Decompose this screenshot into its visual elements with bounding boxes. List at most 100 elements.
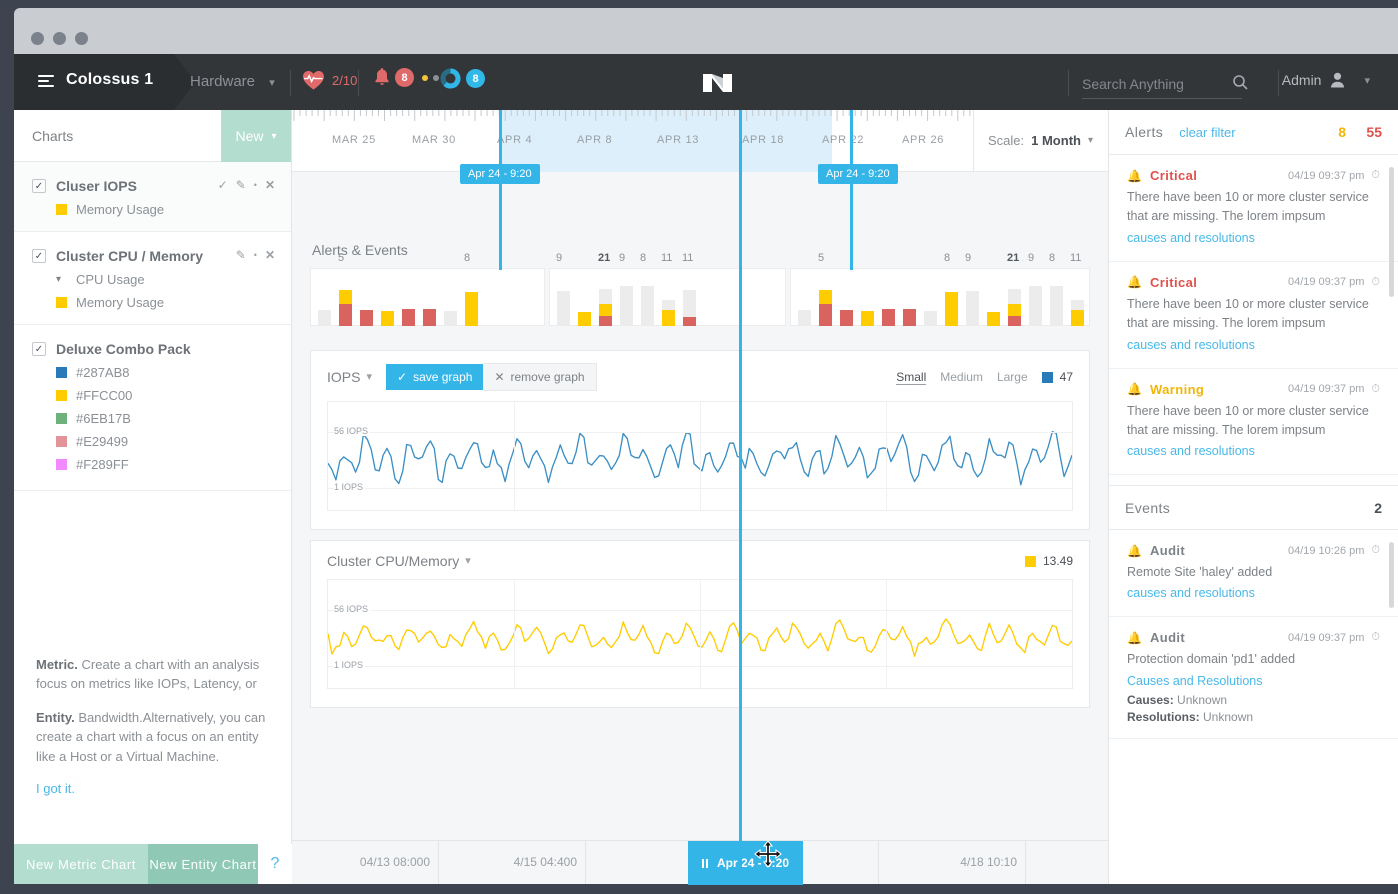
timeline-pin-secondary[interactable] <box>850 110 853 270</box>
maximize-window-dot[interactable] <box>75 32 88 45</box>
size-option-large[interactable]: Large <box>996 370 1028 384</box>
alerts-events-bar[interactable] <box>1071 300 1084 326</box>
alerts-events-bar[interactable] <box>402 309 415 326</box>
size-option-medium[interactable]: Medium <box>940 370 983 384</box>
window-titlebar <box>14 8 1398 54</box>
alert-list-item[interactable]: 🔔 Critical 04/19 09:37 pm ⏱ There have b… <box>1109 262 1398 369</box>
new-entity-chart-button[interactable]: New Entity Chart <box>148 844 258 884</box>
timeline-date-label: APR 13 <box>657 134 700 146</box>
clear-filter-link[interactable]: clear filter <box>1179 124 1236 140</box>
alerts-events-bar[interactable] <box>557 291 570 326</box>
chart-item-checkbox[interactable]: ✓ <box>32 249 46 263</box>
alerts-events-bar-chart[interactable]: 5 8 9 21 9 8 11 11 5 8 9 21 9 8 11 <box>310 252 1090 326</box>
chevron-down-icon[interactable]: ▾ <box>465 554 471 567</box>
alerts-events-bar[interactable] <box>840 310 853 326</box>
timeline-pin-right[interactable] <box>739 110 742 884</box>
alerts-events-bar[interactable] <box>318 310 331 326</box>
chart-list-item-cluser-iops[interactable]: ✓ Cluser IOPS ✓ ✎ • ✕ Memory Usage <box>14 162 291 232</box>
size-option-small[interactable]: Small <box>896 369 927 385</box>
save-graph-button[interactable]: ✓ save graph <box>386 364 484 390</box>
color-hex: #F289FF <box>76 457 129 472</box>
alerts-events-bar[interactable] <box>599 289 612 326</box>
chart-item-checkbox[interactable]: ✓ <box>32 179 46 193</box>
alert-list-item[interactable]: 🔔 Critical 04/19 09:37 pm ⏱ There have b… <box>1109 155 1398 262</box>
pause-icon[interactable] <box>702 858 708 868</box>
alert-link[interactable]: causes and resolutions <box>1127 230 1255 245</box>
event-list-item[interactable]: 🔔 Audit 04/19 09:37 pm ⏱ Protection doma… <box>1109 617 1398 739</box>
event-list-item[interactable]: 🔔 Audit 04/19 10:26 pm ⏱ Remote Site 'ha… <box>1109 530 1398 618</box>
pencil-icon[interactable]: ✎ <box>235 178 246 192</box>
tasks-indicator[interactable]: 8 <box>440 68 485 89</box>
admin-menu[interactable]: Admin ▾ <box>1282 72 1370 88</box>
alert-link[interactable]: causes and resolutions <box>1127 444 1255 459</box>
timeline-ruler[interactable]: MAR 25 MAR 30 APR 4 APR 8 APR 13 APR 18 APR 22… <box>292 110 1108 172</box>
alerts-events-bar[interactable] <box>360 310 373 326</box>
check-icon: ✓ <box>397 370 408 384</box>
chevron-down-icon[interactable]: ▾ <box>366 370 372 383</box>
bottom-timeline[interactable]: 04/13 08:000 4/15 04:400 1:300 4/18 10:1… <box>292 840 1108 885</box>
alerts-events-bar[interactable] <box>465 292 478 326</box>
iops-plot[interactable]: 56 IOPS 1 IOPS <box>327 401 1073 511</box>
alerts-events-bar[interactable] <box>578 312 591 326</box>
got-it-link[interactable]: I got it. <box>36 781 76 796</box>
alerts-events-bar[interactable] <box>683 290 696 326</box>
close-icon[interactable]: ✕ <box>264 178 275 192</box>
scale-selector[interactable]: Scale: 1 Month ▾ <box>973 110 1108 171</box>
event-link[interactable]: Causes and Resolutions <box>1127 673 1263 688</box>
alerts-scrollbar[interactable] <box>1389 167 1394 297</box>
color-swatch <box>56 367 67 378</box>
alert-link[interactable]: causes and resolutions <box>1127 337 1255 352</box>
alerts-events-bar[interactable] <box>1029 286 1042 326</box>
search-container <box>1082 72 1264 99</box>
hamburger-icon[interactable] <box>38 75 54 87</box>
search-icon[interactable] <box>1233 75 1248 95</box>
nav-item-hardware[interactable]: Hardware ▾ <box>190 73 275 90</box>
alerts-events-bar[interactable] <box>966 291 979 326</box>
health-indicator[interactable]: 2/10 <box>302 70 357 90</box>
alerts-events-bar[interactable] <box>1050 286 1063 326</box>
pencil-icon[interactable]: ✎ <box>235 248 246 262</box>
search-input[interactable] <box>1082 72 1242 99</box>
chart-list-item-cluster-cpu-memory[interactable]: ✓ Cluster CPU / Memory ✎ • ✕ ▾ CPU Usage… <box>14 232 291 325</box>
close-icon[interactable]: ✕ <box>264 248 275 262</box>
event-link[interactable]: causes and resolutions <box>1127 586 1255 601</box>
alerts-events-bar[interactable] <box>903 309 916 326</box>
alerts-events-bar[interactable] <box>945 292 958 326</box>
palette-deluxe-combo-pack[interactable]: ✓ Deluxe Combo Pack #287AB8 #FFCC00 #6EB… <box>14 325 291 491</box>
alerts-events-bar[interactable] <box>620 286 633 326</box>
window-controls[interactable] <box>31 32 88 45</box>
alerts-events-bar[interactable] <box>987 312 1000 326</box>
alerts-events-bar[interactable] <box>423 309 436 326</box>
timeline-playhead[interactable]: Apr 24 - 9:20 <box>688 841 804 885</box>
palette-checkbox[interactable]: ✓ <box>32 342 46 356</box>
new-metric-chart-button[interactable]: New Metric Chart <box>14 844 148 884</box>
alerts-list[interactable]: 🔔 Critical 04/19 09:37 pm ⏱ There have b… <box>1109 155 1398 485</box>
alerts-events-bar[interactable] <box>641 286 654 326</box>
alerts-events-bar[interactable] <box>1008 289 1021 326</box>
alerts-events-bar[interactable] <box>339 290 352 326</box>
charts-sidebar-header: Charts New ▾ <box>14 110 291 162</box>
alerts-events-bar[interactable] <box>819 290 832 326</box>
alerts-indicator[interactable]: 8 <box>374 68 439 87</box>
close-window-dot[interactable] <box>31 32 44 45</box>
alert-list-item[interactable]: 🔔 Warning 04/19 09:37 pm ⏱ There have be… <box>1109 369 1398 476</box>
help-button[interactable]: ? <box>258 844 292 884</box>
check-icon[interactable]: ✓ <box>217 178 228 192</box>
new-chart-button[interactable]: New ▾ <box>221 110 291 162</box>
alerts-events-bar[interactable] <box>882 309 895 326</box>
chart-series-cpu-usage[interactable]: ▾ CPU Usage <box>56 272 273 287</box>
alerts-events-bar[interactable] <box>444 311 457 326</box>
alert-list-item[interactable]: 🔔 Warning 04/19 09:37 pm ⏱ <box>1109 475 1398 485</box>
events-list[interactable]: 🔔 Audit 04/19 10:26 pm ⏱ Remote Site 'ha… <box>1109 530 1398 739</box>
alerts-events-bar[interactable] <box>662 300 675 326</box>
cpu-memory-plot[interactable]: 56 IOPS 1 IOPS <box>327 579 1073 689</box>
alerts-events-bar[interactable] <box>798 310 811 326</box>
alerts-events-bar[interactable] <box>381 311 394 326</box>
events-scrollbar[interactable] <box>1389 542 1394 608</box>
remove-graph-button[interactable]: ✕ remove graph <box>483 363 597 391</box>
minimize-window-dot[interactable] <box>53 32 66 45</box>
timeline-pin-left[interactable] <box>499 110 502 270</box>
chevron-down-icon: ▾ <box>1364 74 1370 87</box>
alerts-events-bar[interactable] <box>924 311 937 326</box>
alerts-events-bar[interactable] <box>861 311 874 326</box>
